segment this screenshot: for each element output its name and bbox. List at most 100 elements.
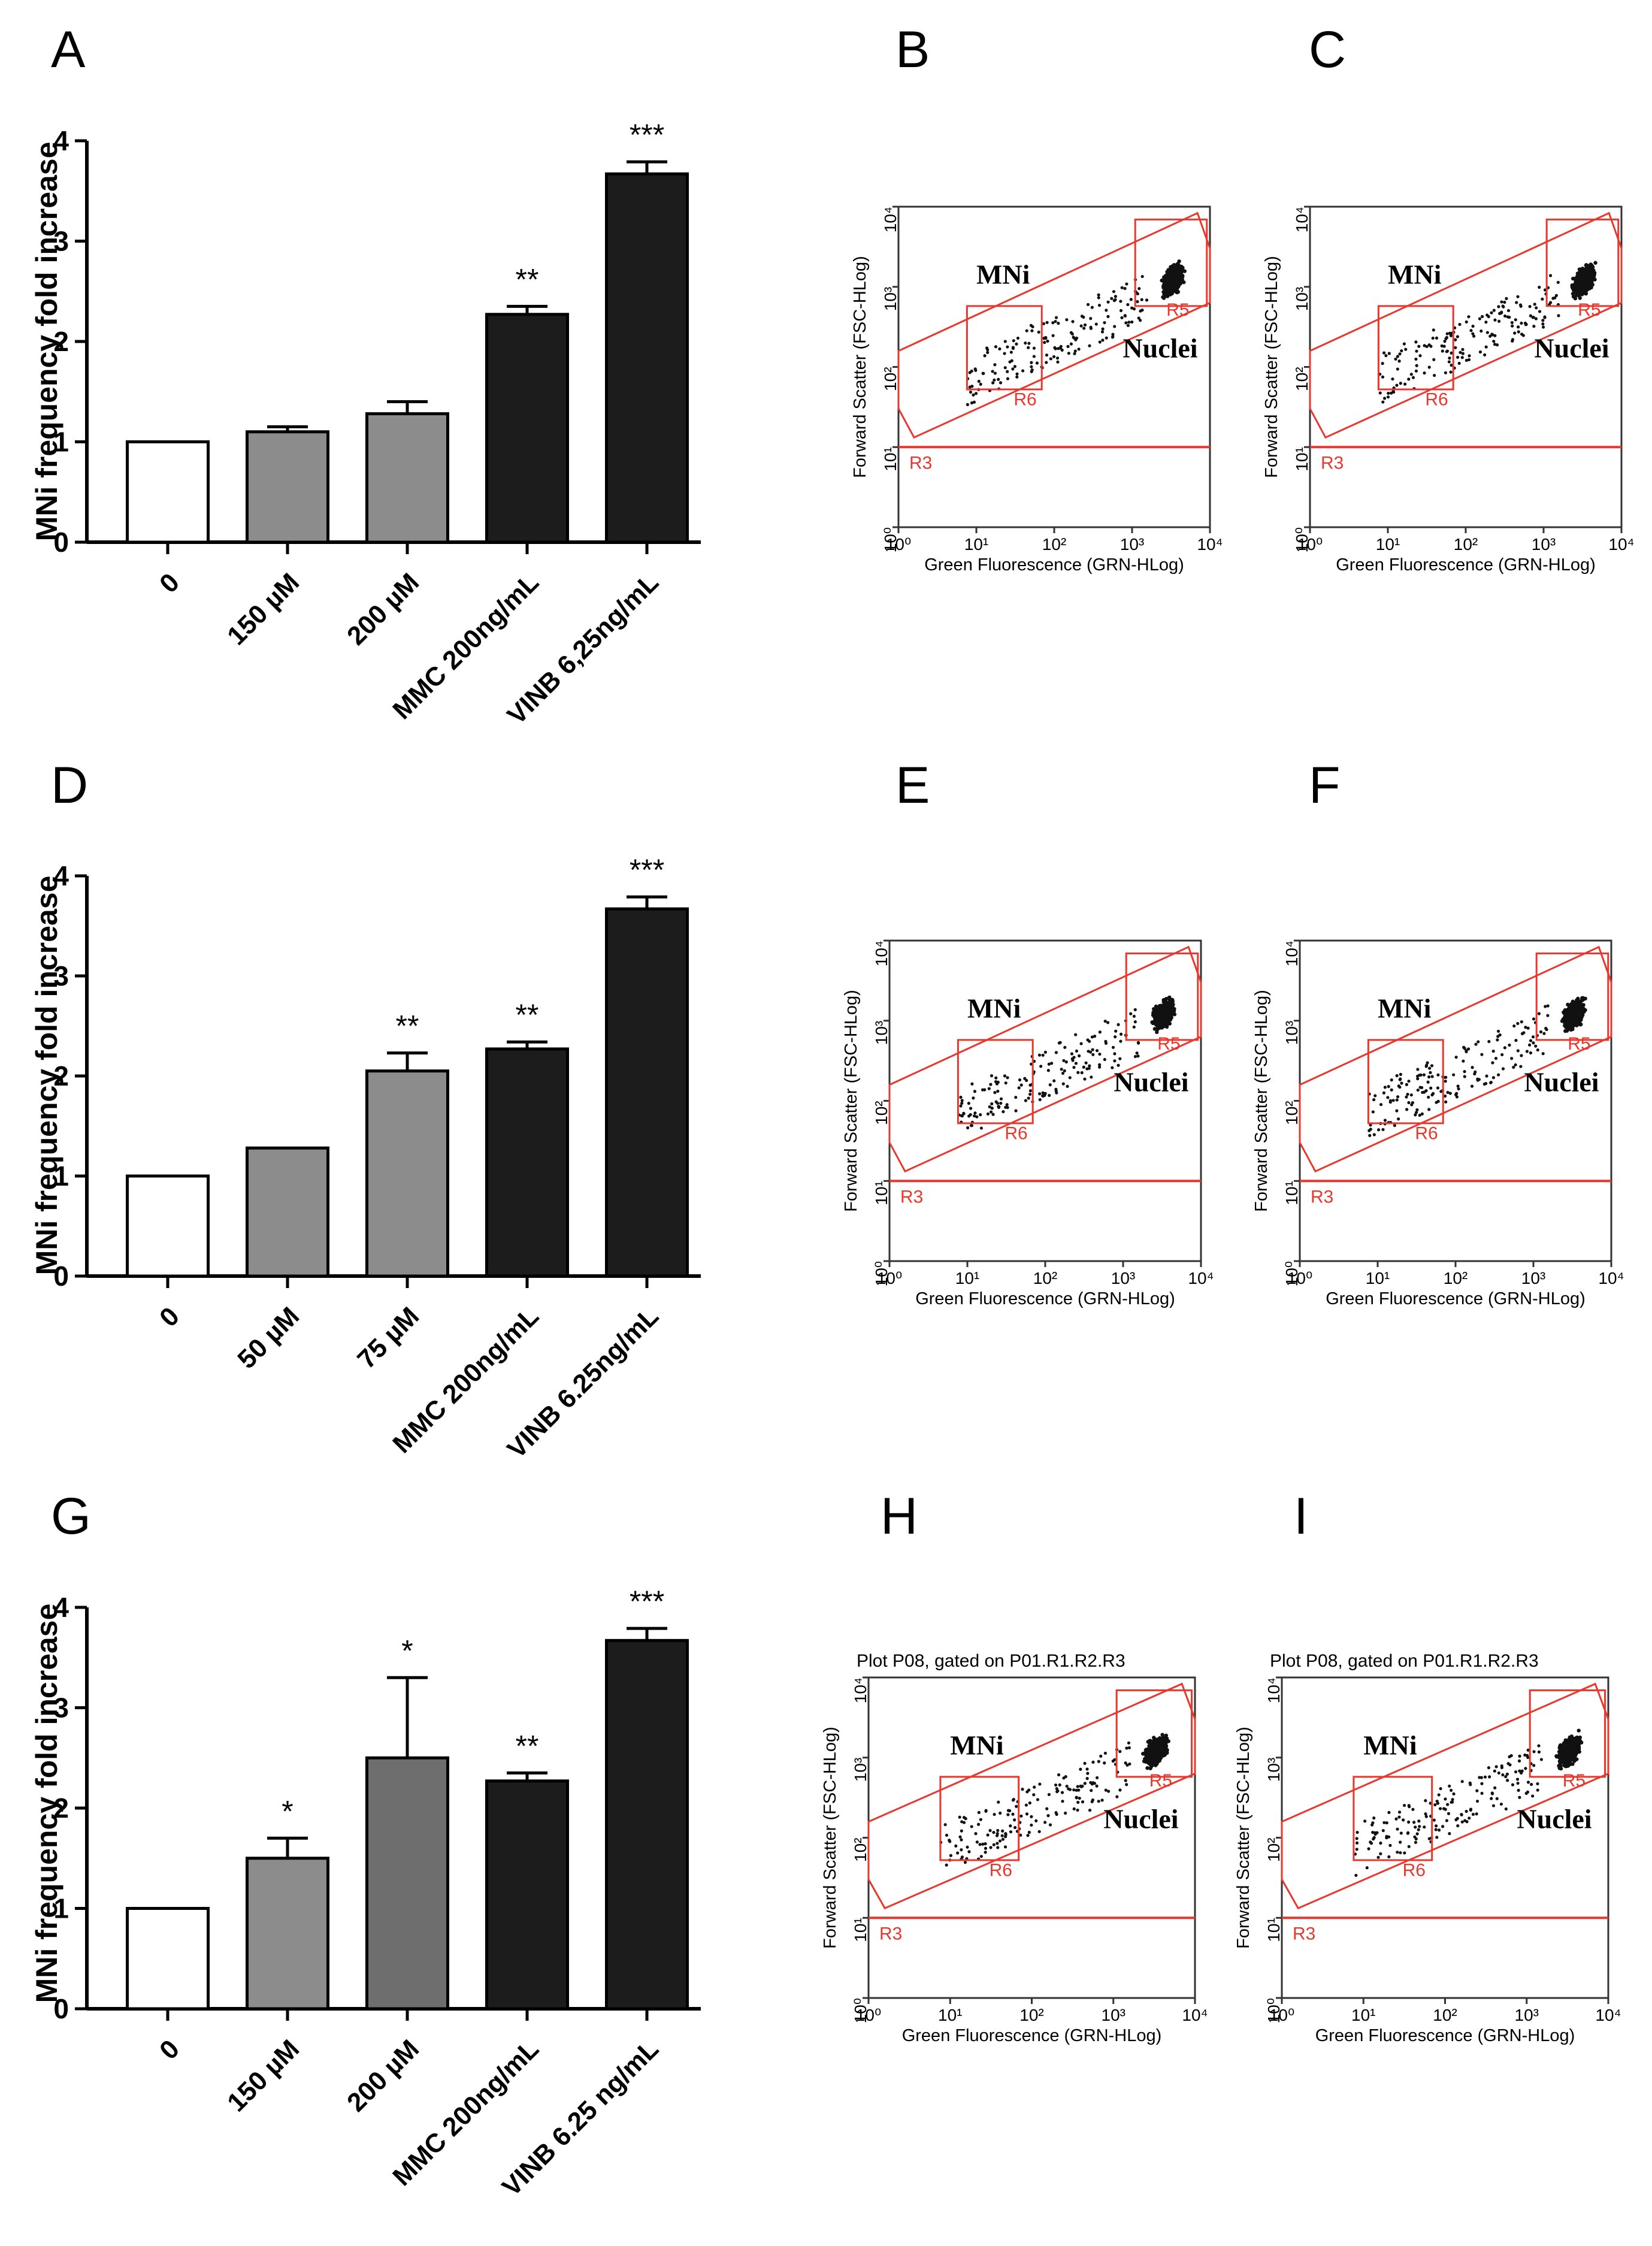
event-dot xyxy=(1463,1047,1466,1050)
event-dot xyxy=(1097,296,1100,300)
event-dot xyxy=(1074,1062,1078,1065)
event-dot xyxy=(1054,347,1057,350)
event-dot xyxy=(1430,1093,1434,1097)
event-dot xyxy=(1136,1054,1140,1058)
event-dot xyxy=(1520,1032,1524,1036)
event-dot xyxy=(1452,1073,1456,1077)
event-dot xyxy=(1535,306,1538,310)
event-dot xyxy=(990,1074,994,1078)
event-dot xyxy=(1580,268,1585,272)
y-tick-label: 10¹ xyxy=(1293,447,1311,471)
event-dot xyxy=(1418,354,1422,358)
event-dot xyxy=(1500,300,1503,304)
event-dot xyxy=(1449,370,1453,374)
event-dot xyxy=(1078,1054,1081,1057)
event-dot xyxy=(1373,1094,1377,1098)
event-dot xyxy=(1512,1024,1516,1028)
event-dot xyxy=(1037,1053,1042,1057)
event-dot xyxy=(986,1112,990,1116)
event-dot xyxy=(1105,336,1108,340)
x-tick-label: 10¹ xyxy=(964,535,988,554)
event-dot xyxy=(1002,1110,1005,1114)
x-tick-label: 10² xyxy=(1444,1269,1468,1287)
event-dot xyxy=(1571,276,1575,281)
event-dot xyxy=(1019,1083,1023,1087)
event-dot xyxy=(1016,336,1020,340)
event-dot xyxy=(1503,300,1506,304)
event-dot xyxy=(1114,295,1117,298)
event-dot xyxy=(1082,327,1086,330)
event-dot xyxy=(1057,322,1060,325)
event-dot xyxy=(1520,1020,1523,1024)
event-dot xyxy=(1430,1075,1434,1078)
x-tick-label: 10¹ xyxy=(938,2006,962,2024)
event-dot xyxy=(1485,1074,1488,1078)
significance-marker: *** xyxy=(630,1585,664,1618)
event-dot xyxy=(1398,1078,1402,1081)
event-dot xyxy=(1088,344,1091,347)
event-dot xyxy=(1448,356,1451,360)
x-tick-label: 10³ xyxy=(1532,535,1556,554)
y-axis-label: MNi frequency fold increase xyxy=(30,876,63,1275)
event-dot xyxy=(1417,344,1421,348)
y-tick-label: 4 xyxy=(53,1592,69,1623)
event-dot xyxy=(1529,1051,1533,1055)
y-tick-label: 10² xyxy=(881,367,900,391)
event-dot xyxy=(1496,1073,1500,1077)
event-dot xyxy=(1103,1057,1106,1062)
event-dot xyxy=(1126,303,1130,307)
event-dot xyxy=(1030,329,1034,332)
event-dot xyxy=(999,381,1003,385)
event-dot xyxy=(1538,285,1541,289)
event-dot xyxy=(973,1111,977,1115)
event-dot xyxy=(1480,1053,1484,1056)
gate-r6-label: R6 xyxy=(1415,1124,1438,1144)
event-dot xyxy=(1011,346,1015,350)
event-dot xyxy=(1457,1087,1460,1091)
bar xyxy=(605,907,689,1278)
event-dot xyxy=(1431,336,1435,340)
event-dot xyxy=(1127,321,1131,324)
event-dot xyxy=(1140,274,1144,279)
x-tick-label: 10⁰ xyxy=(1297,535,1323,554)
event-dot xyxy=(997,377,1000,381)
event-dot xyxy=(1112,299,1116,303)
event-dot xyxy=(1003,352,1006,355)
event-dot xyxy=(1120,286,1124,289)
event-dot xyxy=(1091,1048,1094,1051)
event-dot xyxy=(990,1102,994,1106)
event-dot xyxy=(1032,355,1036,358)
bar xyxy=(246,430,329,544)
event-dot xyxy=(1415,1074,1420,1078)
event-dot xyxy=(1018,1078,1022,1082)
significance-marker: ** xyxy=(516,1729,539,1763)
event-dot xyxy=(1070,1052,1074,1056)
event-dot xyxy=(1387,352,1391,355)
event-dot xyxy=(973,1090,977,1093)
event-dot xyxy=(1414,369,1418,373)
event-dot xyxy=(1548,301,1553,304)
y-tick-label: 0 xyxy=(53,1993,69,2024)
event-dot xyxy=(1381,362,1384,365)
x-axis-label: Green Fluorescence (GRN-HLog) xyxy=(1326,1289,1586,1308)
gate-r5-label: R5 xyxy=(1578,300,1600,320)
event-dot xyxy=(1043,1050,1047,1054)
event-dot xyxy=(1584,291,1588,296)
y-tick-label: 10² xyxy=(1282,1101,1301,1125)
event-dot xyxy=(1095,1049,1099,1053)
event-dot xyxy=(1575,276,1580,281)
event-dot xyxy=(1003,340,1007,343)
event-dot xyxy=(1163,291,1167,295)
x-tick-label: 10¹ xyxy=(955,1269,979,1287)
event-dot xyxy=(1508,1043,1511,1047)
event-dot xyxy=(1069,342,1073,346)
event-dot xyxy=(1139,319,1142,322)
event-dot xyxy=(1079,1042,1083,1045)
event-dot xyxy=(1163,997,1167,1002)
panel-letter-b: B xyxy=(895,21,930,78)
event-dot xyxy=(986,348,990,352)
gate-r5-label: R5 xyxy=(1568,1034,1590,1054)
event-dot xyxy=(969,1107,973,1110)
event-dot xyxy=(1004,1081,1007,1085)
x-tick-label: 10³ xyxy=(1521,1269,1545,1287)
